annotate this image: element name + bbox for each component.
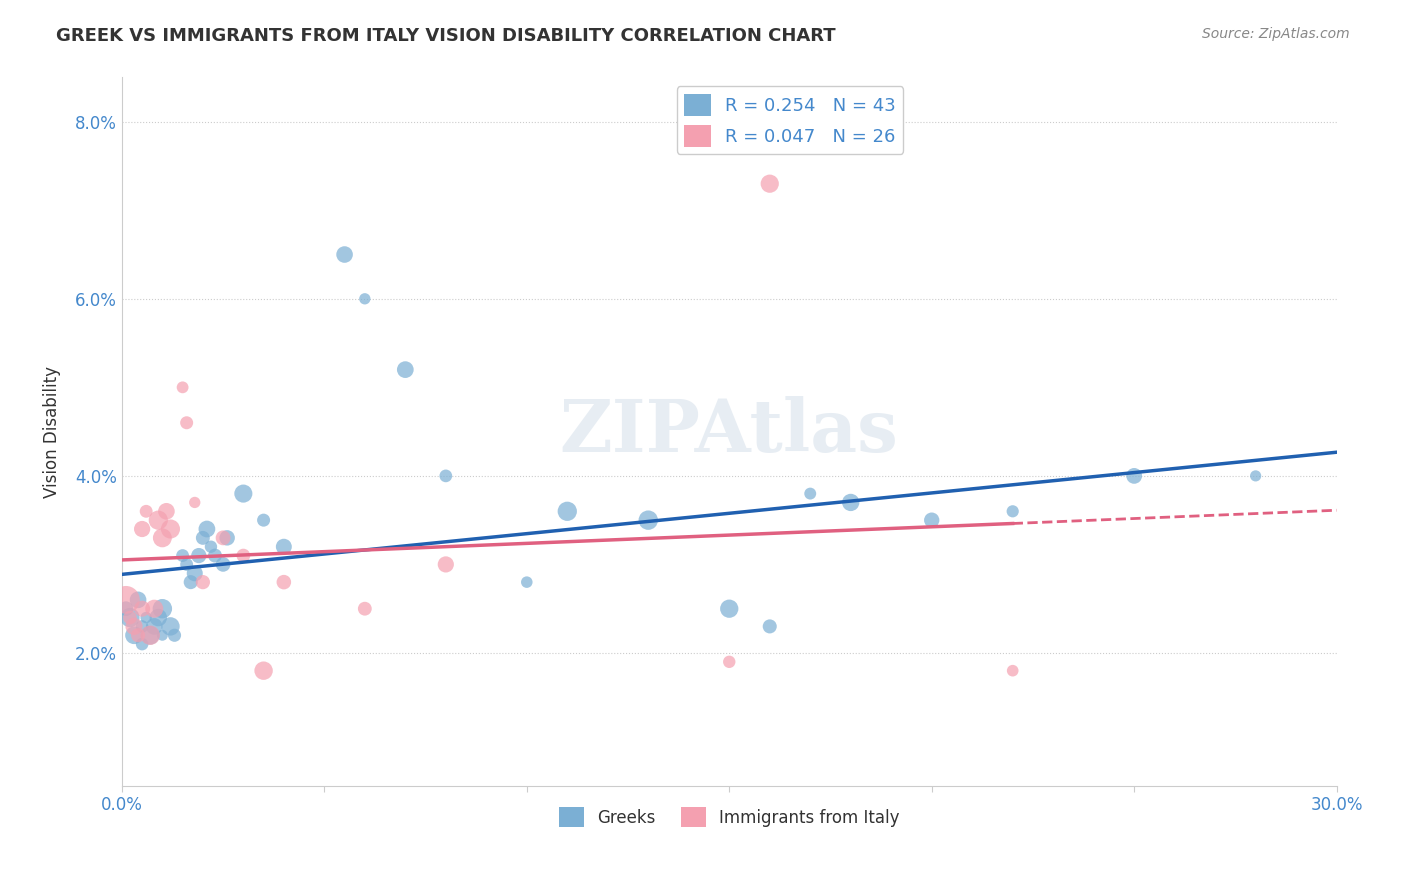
Point <box>180 575 202 590</box>
Point <box>131 619 153 633</box>
Point <box>172 380 194 394</box>
Point <box>232 549 254 563</box>
Point <box>758 177 780 191</box>
Legend: Greeks, Immigrants from Italy: Greeks, Immigrants from Italy <box>553 800 907 834</box>
Point <box>252 513 274 527</box>
Point <box>176 416 198 430</box>
Point <box>150 601 173 615</box>
Point <box>184 566 207 581</box>
Point <box>1001 504 1024 518</box>
Point <box>150 531 173 545</box>
Point <box>143 601 166 615</box>
Point <box>176 558 198 572</box>
Point <box>122 628 145 642</box>
Point <box>394 362 416 376</box>
Point <box>353 601 375 615</box>
Point <box>200 540 222 554</box>
Point <box>555 504 578 518</box>
Point <box>353 292 375 306</box>
Point <box>217 531 239 545</box>
Point <box>191 531 214 545</box>
Point <box>252 664 274 678</box>
Point <box>163 628 186 642</box>
Point <box>135 504 157 518</box>
Point <box>333 247 356 261</box>
Point <box>143 619 166 633</box>
Point <box>150 628 173 642</box>
Point <box>155 504 177 518</box>
Text: Source: ZipAtlas.com: Source: ZipAtlas.com <box>1202 27 1350 41</box>
Point <box>212 531 235 545</box>
Point <box>637 513 659 527</box>
Point <box>758 619 780 633</box>
Point <box>799 486 821 500</box>
Point <box>159 619 181 633</box>
Point <box>434 469 457 483</box>
Point <box>135 610 157 624</box>
Point <box>159 522 181 536</box>
Point <box>921 513 943 527</box>
Point <box>115 592 138 607</box>
Point <box>172 549 194 563</box>
Point <box>718 655 741 669</box>
Point <box>127 628 149 642</box>
Point <box>204 549 226 563</box>
Point <box>148 513 170 527</box>
Point <box>139 628 162 642</box>
Point <box>131 637 153 651</box>
Y-axis label: Vision Disability: Vision Disability <box>44 366 60 498</box>
Point <box>212 558 235 572</box>
Point <box>187 549 209 563</box>
Point <box>148 610 170 624</box>
Point <box>131 601 153 615</box>
Point <box>184 495 207 509</box>
Point <box>118 610 141 624</box>
Point <box>1123 469 1146 483</box>
Text: ZIPAtlas: ZIPAtlas <box>560 396 898 467</box>
Point <box>191 575 214 590</box>
Point <box>839 495 862 509</box>
Point <box>195 522 218 536</box>
Point <box>516 575 538 590</box>
Point <box>127 592 149 607</box>
Text: GREEK VS IMMIGRANTS FROM ITALY VISION DISABILITY CORRELATION CHART: GREEK VS IMMIGRANTS FROM ITALY VISION DI… <box>56 27 835 45</box>
Point <box>115 601 138 615</box>
Point <box>131 522 153 536</box>
Point <box>118 610 141 624</box>
Point <box>232 486 254 500</box>
Point <box>273 540 295 554</box>
Point <box>122 619 145 633</box>
Point <box>139 628 162 642</box>
Point <box>1001 664 1024 678</box>
Point <box>434 558 457 572</box>
Point <box>1244 469 1267 483</box>
Point <box>273 575 295 590</box>
Point <box>718 601 741 615</box>
